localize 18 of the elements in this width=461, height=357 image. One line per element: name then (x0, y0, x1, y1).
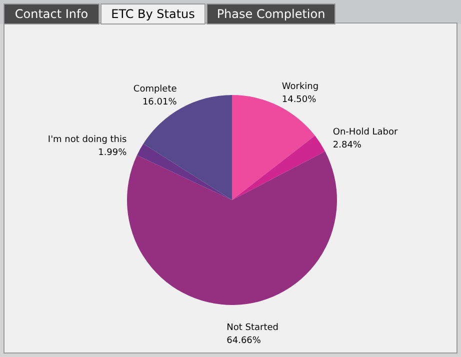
pie-slice (232, 136, 326, 200)
text: Phase Completion (216, 7, 326, 21)
text: Contact Info (14, 7, 88, 21)
pie-slice (127, 151, 337, 305)
pie-slice (136, 144, 232, 200)
data-label: 16.01% (142, 98, 178, 108)
slice-label: Not Started (226, 322, 279, 333)
slice-label: I'm not doing this (48, 134, 127, 145)
data-label: 1.99% (98, 148, 128, 158)
data-label: 2.84% (332, 140, 362, 150)
pie-slice (143, 95, 232, 200)
data-label: 64.66% (226, 336, 262, 346)
pie-slice (232, 95, 315, 200)
data-label: 14.50% (282, 94, 317, 105)
slice-label: Working (282, 82, 319, 92)
slice-label: Complete (133, 84, 178, 95)
text: ETC By Status (111, 7, 195, 21)
slice-label: On-Hold Labor (332, 127, 398, 138)
